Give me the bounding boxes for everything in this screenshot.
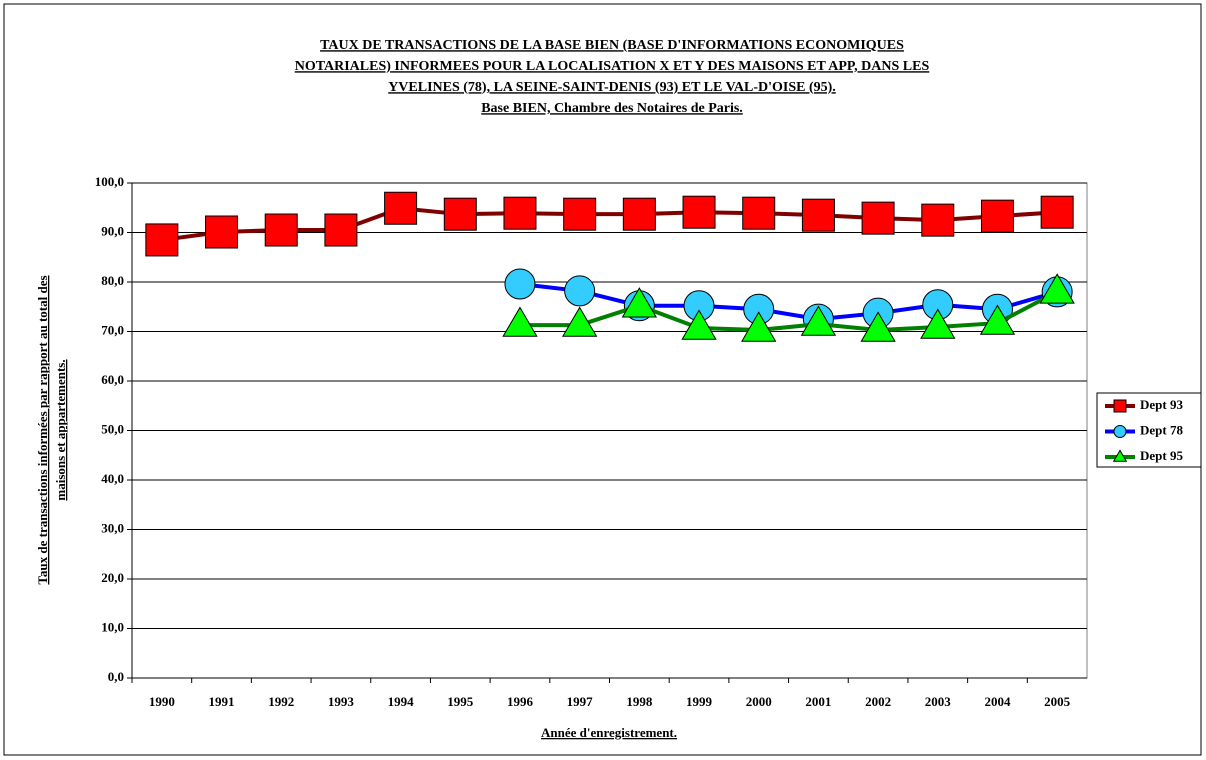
x-tick-label: 2004 xyxy=(984,694,1011,709)
marker xyxy=(800,305,837,336)
series-line xyxy=(519,290,1059,333)
y-tick-label: 40,0 xyxy=(101,471,124,486)
x-tick-label: 1996 xyxy=(507,694,534,709)
x-axis-label: Année d'enregistrement. xyxy=(541,725,677,740)
chart-title: NOTARIALES) INFORMEES POUR LA LOCALISATI… xyxy=(295,59,930,74)
chart-title: YVELINES (78), LA SEINE-SAINT-DENIS (93)… xyxy=(388,80,836,95)
marker xyxy=(861,201,895,235)
marker xyxy=(205,215,239,249)
marker xyxy=(503,196,537,230)
marker xyxy=(564,275,596,307)
marker xyxy=(921,203,955,237)
marker xyxy=(682,195,716,229)
y-axis-label: Taux de transactions informées par rappo… xyxy=(35,275,50,584)
y-tick-label: 70,0 xyxy=(101,322,124,337)
marker xyxy=(443,197,477,231)
x-tick-label: 1997 xyxy=(567,694,594,709)
x-tick-label: 1991 xyxy=(209,694,235,709)
y-tick-label: 80,0 xyxy=(101,273,124,288)
y-tick-label: 30,0 xyxy=(101,520,124,535)
y-axis-label: maisons et appartements. xyxy=(53,359,68,500)
marker xyxy=(980,199,1014,233)
chart-title: TAUX DE TRANSACTIONS DE LA BASE BIEN (BA… xyxy=(320,38,904,53)
marker xyxy=(1113,399,1127,413)
y-tick-label: 20,0 xyxy=(101,570,124,585)
x-tick-label: 2002 xyxy=(865,694,891,709)
marker xyxy=(1112,449,1128,462)
x-tick-label: 1993 xyxy=(328,694,355,709)
x-tick-label: 1990 xyxy=(149,694,175,709)
chart-title: Base BIEN, Chambre des Notaires de Paris… xyxy=(481,101,743,116)
marker xyxy=(742,196,776,230)
marker xyxy=(563,197,597,231)
marker xyxy=(561,306,598,337)
marker xyxy=(384,191,418,225)
marker xyxy=(622,197,656,231)
series-line xyxy=(519,281,1058,322)
x-tick-label: 1999 xyxy=(686,694,713,709)
marker xyxy=(502,306,538,337)
marker xyxy=(741,311,777,342)
x-tick-label: 2001 xyxy=(805,694,831,709)
marker xyxy=(621,287,658,318)
x-tick-label: 1998 xyxy=(626,694,653,709)
x-tick-label: 2003 xyxy=(925,694,952,709)
x-tick-label: 1994 xyxy=(388,694,415,709)
marker xyxy=(324,213,358,247)
marker xyxy=(681,309,717,340)
y-tick-label: 50,0 xyxy=(101,421,124,436)
marker xyxy=(1040,195,1074,229)
y-tick-label: 0,0 xyxy=(108,669,124,684)
x-tick-label: 1995 xyxy=(447,694,474,709)
x-tick-label: 2000 xyxy=(746,694,772,709)
marker xyxy=(264,213,298,247)
marker xyxy=(1039,273,1075,304)
legend-label: Dept 95 xyxy=(1140,448,1183,463)
marker xyxy=(979,304,1016,335)
y-tick-label: 90,0 xyxy=(101,223,124,238)
marker xyxy=(860,311,896,342)
series-line xyxy=(161,206,1058,242)
marker xyxy=(504,268,536,300)
marker xyxy=(801,198,835,232)
legend-label: Dept 93 xyxy=(1140,397,1183,412)
x-tick-label: 1992 xyxy=(268,694,294,709)
marker xyxy=(145,223,179,257)
legend-label: Dept 78 xyxy=(1140,422,1183,437)
y-tick-label: 10,0 xyxy=(101,619,124,634)
y-tick-label: 60,0 xyxy=(101,372,124,387)
y-tick-label: 100,0 xyxy=(95,174,124,189)
marker xyxy=(1113,425,1127,438)
marker xyxy=(920,308,956,339)
x-tick-label: 2005 xyxy=(1044,694,1071,709)
